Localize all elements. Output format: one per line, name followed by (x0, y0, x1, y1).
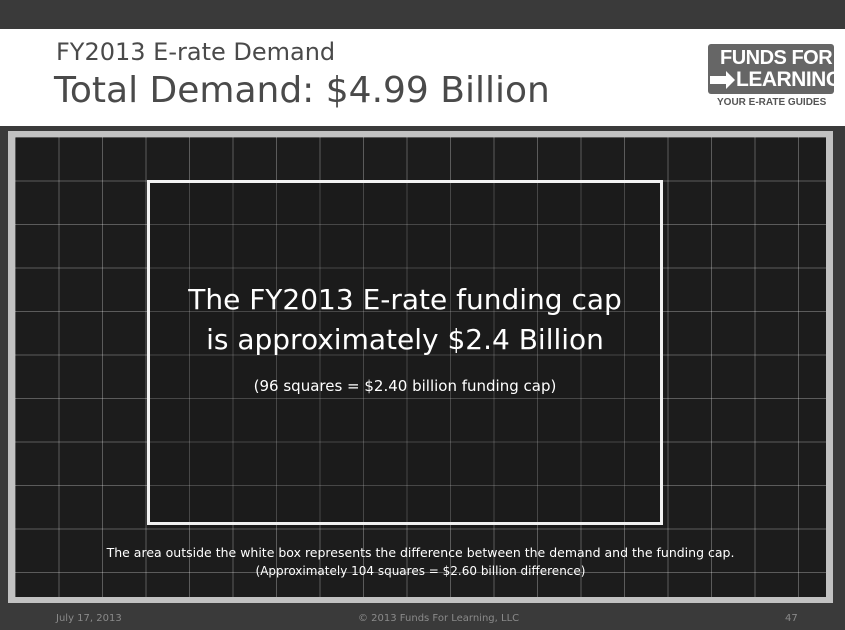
arrow-icon (710, 71, 735, 89)
title-area (0, 29, 845, 126)
slide-title: Total Demand: $4.99 Billion (54, 70, 550, 111)
page-number: 47 (785, 613, 798, 624)
difference-explanation: The area outside the white box represent… (106, 545, 735, 560)
slide-subtitle: FY2013 E-rate Demand (56, 38, 336, 66)
top-bar (0, 0, 845, 29)
logo-line-learning: LEARNING (736, 68, 842, 91)
difference-note: (Approximately 104 squares = $2.60 billi… (255, 564, 586, 578)
footer-bar (0, 612, 845, 630)
logo-line-funds-for: FUNDS FOR (720, 47, 833, 69)
footer-copyright: © 2013 Funds For Learning, LLC (358, 613, 520, 624)
demand-grid (15, 137, 826, 597)
funding-cap-heading-line2: is approximately $2.4 Billion (206, 323, 604, 356)
logo-tagline: YOUR E-RATE GUIDES (717, 97, 827, 108)
funding-cap-box (147, 180, 663, 525)
funding-cap-heading-line1: The FY2013 E-rate funding cap (188, 283, 622, 316)
funding-cap-note: (96 squares = $2.40 billion funding cap) (253, 377, 557, 395)
footer-date: July 17, 2013 (56, 613, 122, 624)
funds-for-learning-logo: FUNDS FOR LEARNING YOUR E-RATE GUIDES (708, 44, 842, 114)
